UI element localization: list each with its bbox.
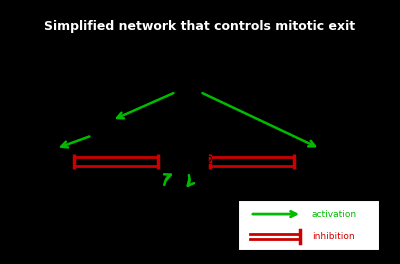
Text: Cdc14: Cdc14 <box>184 79 216 89</box>
Bar <box>238 200 380 251</box>
Text: Sic1: Sic1 <box>39 155 61 166</box>
Text: Simplified network that controls mitotic exit: Simplified network that controls mitotic… <box>44 20 356 33</box>
Text: activation: activation <box>312 210 357 219</box>
Text: APC-Cdh1: APC-Cdh1 <box>312 155 364 166</box>
Text: Mcm1: Mcm1 <box>162 204 194 214</box>
Text: Cdk1-Clb2: Cdk1-Clb2 <box>159 155 213 166</box>
Text: Swi5: Swi5 <box>94 121 118 131</box>
Text: inhibition: inhibition <box>312 232 355 241</box>
